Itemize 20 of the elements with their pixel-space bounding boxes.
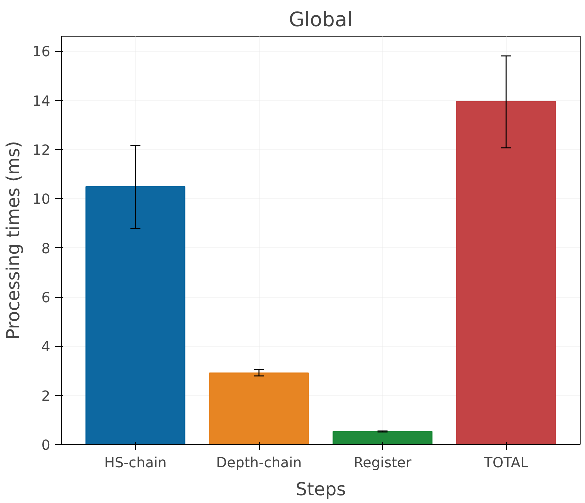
y-tick-label: 12 [32,143,51,160]
y-tick-label: 14 [32,94,51,110]
y-tick-label: 8 [42,241,51,258]
y-tick-label: 2 [42,388,51,405]
y-tick-label: 4 [42,340,51,356]
x-tick-label: HS-chain [104,456,167,472]
y-tick-label: 6 [42,290,51,307]
x-axis-title: Steps [296,480,346,500]
bar [209,372,310,444]
y-tick-label: 16 [32,44,51,61]
chart-title: Global [289,8,353,32]
x-tick-label: Register [354,456,412,472]
y-tick-label: 0 [42,438,51,454]
x-tick-label: TOTAL [483,456,529,472]
x-tick-label: Depth-chain [216,456,302,472]
bar [86,186,186,444]
y-axis-title: Processing times (ms) [4,141,25,340]
bar [456,101,556,444]
bar [332,431,433,444]
y-tick-label: 10 [32,192,51,208]
